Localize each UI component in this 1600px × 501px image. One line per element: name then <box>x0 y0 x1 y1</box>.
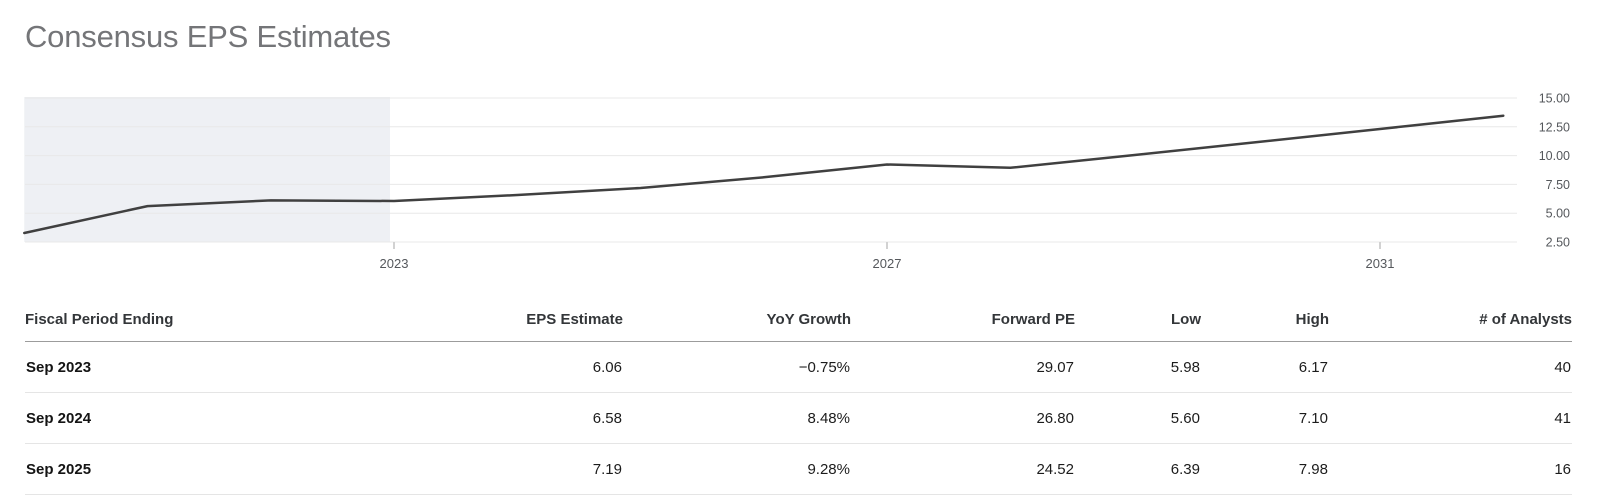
historical-shaded-region <box>24 97 390 242</box>
y-axis-tick-label: 15.00 <box>1539 92 1570 106</box>
cell-low: 5.98 <box>1075 341 1201 393</box>
eps-estimates-table-wrap: Fiscal Period Ending EPS Estimate YoY Grow… <box>25 303 1572 495</box>
eps-consensus-line <box>23 114 1505 235</box>
cell-eps-estimate: 7.19 <box>353 443 623 495</box>
cell-eps-estimate: 6.58 <box>353 392 623 444</box>
cell-analysts: 40 <box>1329 341 1572 393</box>
eps-line-chart: 2.50 5.00 7.50 10.00 12.50 15.00 2023 2027 2031 <box>0 85 1600 290</box>
cell-fiscal-period: Sep 2025 <box>25 443 353 495</box>
x-axis-tick-label: 2031 <box>1366 256 1395 271</box>
column-header-eps-estimate: EPS Estimate <box>353 303 623 342</box>
x-axis-tick-label: 2027 <box>873 256 902 271</box>
cell-yoy-growth: 9.28% <box>623 443 851 495</box>
eps-estimates-table: Fiscal Period Ending EPS Estimate YoY Grow… <box>25 303 1572 495</box>
cell-low: 6.39 <box>1075 443 1201 495</box>
table-row: Sep 2025 7.19 9.28% 24.52 6.39 7.98 16 <box>25 443 1572 495</box>
y-axis-tick-label: 5.00 <box>1546 207 1570 221</box>
table-header-row: Fiscal Period Ending EPS Estimate YoY Grow… <box>25 303 1572 342</box>
column-header-low: Low <box>1075 303 1201 342</box>
table-row: Sep 2023 6.06 −0.75% 29.07 5.98 6.17 40 <box>25 341 1572 393</box>
cell-forward-pe: 26.80 <box>851 392 1075 444</box>
column-header-forward-pe: Forward PE <box>851 303 1075 342</box>
cell-fiscal-period: Sep 2023 <box>25 341 353 393</box>
x-axis-tick-label: 2023 <box>380 256 409 271</box>
cell-forward-pe: 24.52 <box>851 443 1075 495</box>
column-header-fiscal-period: Fiscal Period Ending <box>25 303 353 342</box>
column-header-analysts: # of Analysts <box>1329 303 1572 342</box>
y-axis-tick-label: 12.50 <box>1539 120 1570 134</box>
cell-fiscal-period: Sep 2024 <box>25 392 353 444</box>
column-header-yoy-growth: YoY Growth <box>623 303 851 342</box>
y-axis-tick-label: 10.00 <box>1539 149 1570 163</box>
cell-analysts: 41 <box>1329 392 1572 444</box>
column-header-high: High <box>1201 303 1329 342</box>
table-row: Sep 2024 6.58 8.48% 26.80 5.60 7.10 41 <box>25 392 1572 444</box>
cell-high: 7.98 <box>1201 443 1329 495</box>
y-axis-tick-label: 7.50 <box>1546 178 1570 192</box>
cell-high: 6.17 <box>1201 341 1329 393</box>
cell-forward-pe: 29.07 <box>851 341 1075 393</box>
cell-analysts: 16 <box>1329 443 1572 495</box>
eps-chart-canvas: 2.50 5.00 7.50 10.00 12.50 15.00 2023 2027 2031 <box>23 92 1570 271</box>
cell-yoy-growth: −0.75% <box>623 341 851 393</box>
cell-eps-estimate: 6.06 <box>353 341 623 393</box>
cell-high: 7.10 <box>1201 392 1329 444</box>
cell-yoy-growth: 8.48% <box>623 392 851 444</box>
cell-low: 5.60 <box>1075 392 1201 444</box>
section-title: Consensus EPS Estimates <box>25 19 391 54</box>
y-axis-tick-label: 2.50 <box>1546 236 1570 250</box>
